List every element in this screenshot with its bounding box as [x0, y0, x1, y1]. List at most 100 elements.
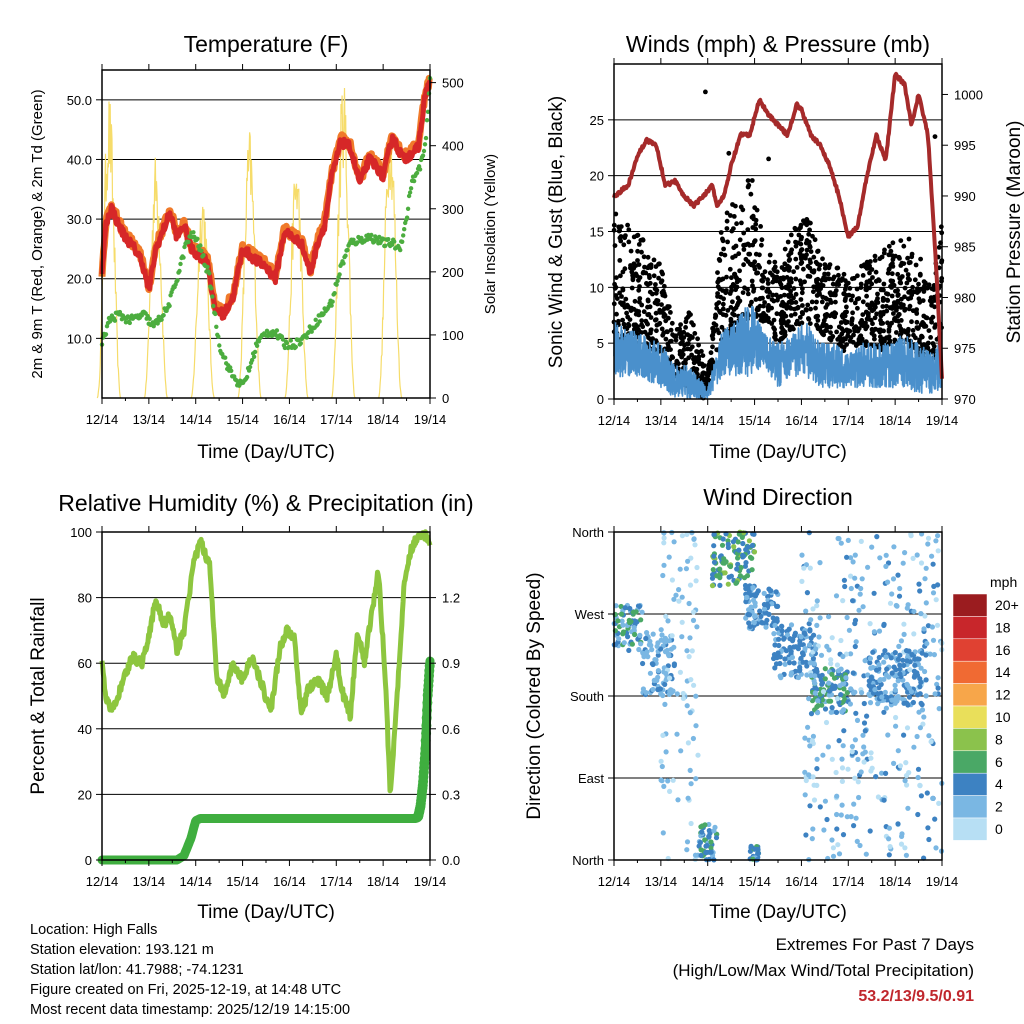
direction-point: [865, 564, 871, 570]
gust-point: [729, 288, 734, 294]
direction-point: [828, 661, 834, 667]
gust-point: [618, 234, 624, 239]
dewpoint-point: [161, 313, 166, 318]
direction-point: [874, 667, 880, 673]
gust-point: [854, 296, 860, 302]
x-tick-label: 18/14: [879, 874, 912, 889]
rainfall-point: [420, 735, 431, 746]
gust-point: [697, 361, 702, 367]
colorbar-swatch: [952, 817, 988, 841]
gust-point: [801, 266, 806, 272]
direction-point: [776, 642, 782, 649]
direction-point: [768, 588, 774, 594]
gust-point: [895, 298, 901, 304]
direction-point: [791, 644, 797, 650]
direction-point: [640, 660, 646, 667]
direction-point: [799, 552, 805, 558]
direction-point: [915, 774, 921, 781]
y-tick-label: North: [572, 853, 604, 868]
gust-point: [690, 335, 695, 340]
direction-point: [797, 641, 803, 647]
x-tick-label: 13/14: [133, 412, 166, 427]
direction-point: [806, 696, 812, 702]
gust-point: [767, 252, 773, 258]
gust-point: [873, 269, 879, 275]
direction-point: [784, 632, 791, 638]
gust-point: [633, 322, 638, 328]
gust-point: [752, 238, 758, 244]
direction-point: [877, 677, 883, 684]
dewpoint-point: [244, 374, 250, 380]
colorbar-label: 14: [995, 664, 1011, 680]
gust-point: [645, 312, 651, 318]
gust-point: [751, 286, 757, 292]
gust-point: [684, 341, 690, 347]
x-tick-label: 16/14: [785, 413, 818, 428]
direction-xlabel: Time (Day/UTC): [709, 902, 847, 923]
direction-point: [809, 738, 816, 744]
direction-point: [918, 665, 924, 671]
gust-point: [820, 323, 826, 329]
y-tick-label: 0: [597, 392, 604, 407]
direction-point: [898, 638, 905, 644]
dewpoint-point: [423, 135, 429, 141]
direction-point: [832, 683, 838, 689]
gust-point: [870, 328, 876, 334]
gust-point: [800, 303, 805, 308]
gust-point: [720, 306, 726, 312]
direction-title: Wind Direction: [703, 484, 853, 510]
rainfall-point: [421, 712, 432, 723]
x-tick-label: 18/14: [367, 874, 400, 889]
gust-point: [788, 250, 794, 256]
gust-point: [725, 239, 730, 245]
direction-point: [891, 544, 897, 550]
gust-point: [833, 311, 839, 316]
direction-point: [822, 798, 829, 804]
y-tick-label: 20.0: [67, 272, 92, 287]
gust-point: [821, 332, 827, 338]
direction-point: [911, 744, 917, 750]
x-tick-label: 17/14: [320, 874, 353, 889]
direction-point: [848, 573, 854, 579]
direction-point: [643, 690, 649, 696]
dewpoint-point: [424, 118, 430, 123]
direction-point: [781, 636, 787, 642]
dewpoint-point: [182, 244, 187, 250]
gust-point: [669, 320, 675, 326]
direction-point: [867, 828, 873, 834]
direction-point: [931, 583, 937, 590]
direction-point: [918, 611, 924, 617]
dewpoint-point: [422, 142, 428, 147]
extremes-subtitle: (High/Low/Max Wind/Total Precipitation): [672, 961, 974, 980]
gust-point: [639, 302, 645, 308]
direction-point: [666, 653, 672, 659]
direction-point: [908, 689, 915, 695]
direction-point: [933, 597, 939, 603]
gust-point: [766, 259, 772, 265]
direction-point: [692, 852, 699, 858]
gust-point: [804, 247, 810, 253]
direction-point: [711, 543, 717, 549]
x-tick-label: 12/14: [598, 874, 631, 889]
direction-point: [783, 648, 790, 654]
gust-point: [888, 248, 894, 254]
direction-point: [673, 592, 679, 598]
direction-point: [812, 673, 818, 679]
gust-point: [820, 294, 826, 300]
gust-point: [893, 318, 899, 323]
gust-point: [728, 316, 734, 322]
direction-point: [669, 633, 675, 639]
gust-point: [758, 224, 763, 229]
direction-point: [633, 609, 639, 615]
direction-point: [838, 540, 844, 546]
direction-point: [686, 654, 692, 660]
direction-point: [906, 694, 913, 700]
direction-point: [904, 725, 911, 731]
winds-y2label: Station Pressure (Maroon): [1004, 121, 1024, 344]
gust-point: [807, 257, 813, 263]
direction-point: [858, 769, 864, 775]
gust-point: [841, 271, 847, 277]
gust-point: [860, 299, 866, 305]
dewpoint-point: [398, 247, 403, 253]
gust-point: [772, 327, 777, 332]
